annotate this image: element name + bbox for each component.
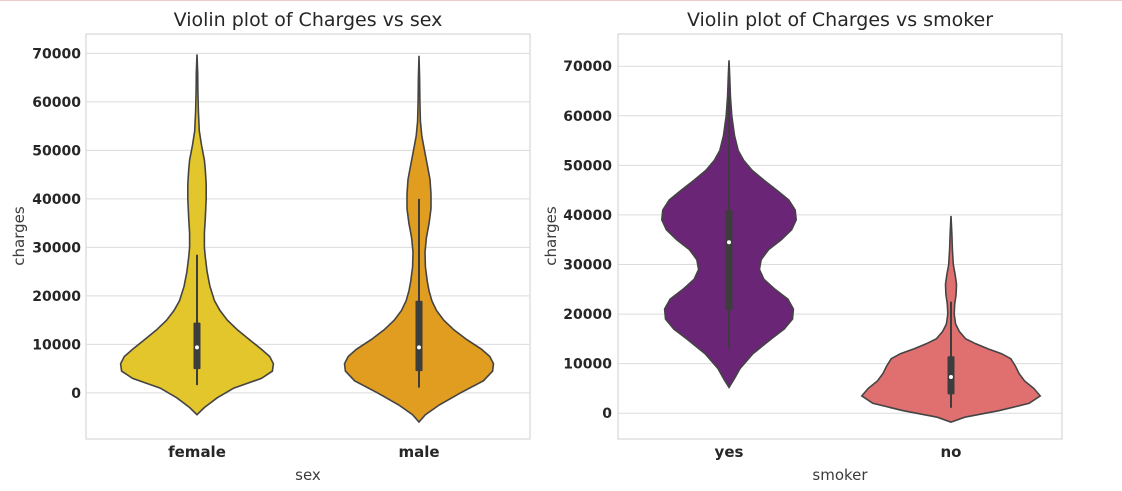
- y-tick-label: 10000: [563, 357, 612, 373]
- chart-charges-vs-smoker: Violin plot of Charges vs smoker 0 10000 2…: [542, 9, 1063, 484]
- chart-1-y-tick-labels: 0 10000 20000 30000 40000 50000 60000 70000: [32, 46, 81, 402]
- chart-2-title: Violin plot of Charges vs smoker: [687, 9, 993, 31]
- y-tick-label: 60000: [32, 95, 81, 111]
- x-tick-no: no: [941, 443, 962, 461]
- chart-1-y-axis-label: charges: [10, 206, 28, 266]
- y-tick-label: 60000: [563, 109, 612, 125]
- chart-2-x-axis-label: smoker: [812, 466, 868, 484]
- iqr-box-male: [415, 300, 423, 372]
- chart-2-violins: [660, 60, 1042, 423]
- y-tick-label: 10000: [32, 337, 81, 353]
- x-tick-male: male: [398, 443, 439, 461]
- iqr-box-yes: [725, 209, 733, 311]
- violin-female: [119, 54, 275, 416]
- median-dot-female: [195, 345, 199, 350]
- y-tick-label: 0: [71, 386, 81, 402]
- y-tick-label: 50000: [32, 143, 81, 159]
- chart-2-y-tick-labels: 0 10000 20000 30000 40000 50000 60000 70000: [563, 59, 612, 422]
- top-border: [0, 0, 1122, 1]
- x-tick-yes: yes: [715, 443, 744, 461]
- y-tick-label: 30000: [563, 258, 612, 274]
- y-tick-label: 40000: [563, 208, 612, 224]
- chart-1-gridlines: [86, 52, 530, 394]
- median-dot-male: [417, 345, 421, 350]
- chart-1-title: Violin plot of Charges vs sex: [174, 9, 443, 31]
- chart-1-x-axis-label: sex: [295, 466, 321, 484]
- chart-1-plot-area: [85, 33, 531, 440]
- median-dot-yes: [727, 240, 731, 245]
- x-tick-female: female: [168, 443, 226, 461]
- median-dot-no: [949, 375, 953, 380]
- y-tick-label: 20000: [32, 289, 81, 305]
- chart-charges-vs-sex: Violin plot of Charges vs sex 0 10000 2000…: [10, 9, 531, 484]
- y-tick-label: 70000: [563, 59, 612, 75]
- y-tick-label: 70000: [32, 46, 81, 62]
- y-tick-label: 30000: [32, 240, 81, 256]
- chart-2-y-axis-label: charges: [542, 206, 560, 266]
- y-tick-label: 0: [602, 406, 612, 422]
- y-tick-label: 40000: [32, 192, 81, 208]
- y-tick-label: 50000: [563, 158, 612, 174]
- chart-1-violins: [119, 54, 495, 424]
- y-tick-label: 20000: [563, 307, 612, 323]
- chart-2-plot-area: [617, 33, 1063, 440]
